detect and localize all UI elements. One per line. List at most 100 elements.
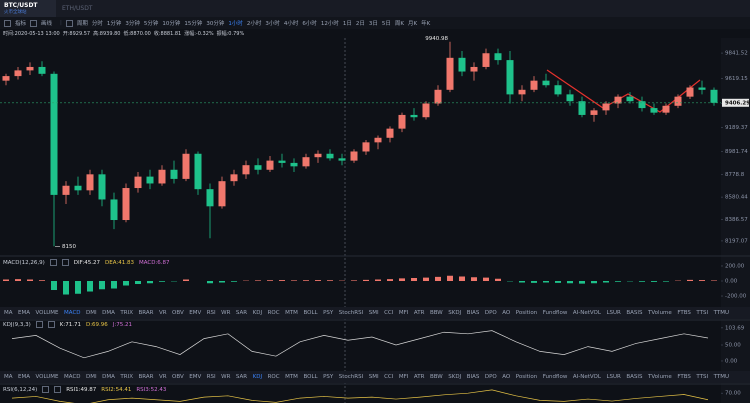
indicator-tab[interactable]: LSUR xyxy=(606,374,621,380)
indicator-tab[interactable]: TRIX xyxy=(120,374,133,380)
indicator-tab[interactable]: VR xyxy=(158,310,167,316)
indicator-tab[interactable]: EMV xyxy=(189,374,202,380)
indicator-tab[interactable]: DMI xyxy=(86,310,97,316)
icon[interactable] xyxy=(42,386,50,393)
period[interactable]: 15分钟 xyxy=(184,21,203,27)
indicator-tab[interactable]: Position xyxy=(515,374,538,380)
indicator-tab[interactable]: MFI xyxy=(398,374,409,380)
indicator-tab[interactable]: Fundflow xyxy=(542,374,568,380)
indicator-tab[interactable]: RSI xyxy=(206,310,216,316)
indicator-tab[interactable]: DMA xyxy=(102,374,115,380)
indicator-tab[interactable]: Position xyxy=(515,310,538,316)
indicator-tab[interactable]: BIAS xyxy=(466,374,480,380)
indicator-tab[interactable]: MA xyxy=(4,374,13,380)
indicator-tab[interactable]: AO xyxy=(502,310,511,316)
indicator-tab[interactable]: SAR xyxy=(235,374,248,380)
period[interactable]: 5日 xyxy=(381,21,391,27)
indicator-tab[interactable]: Fundflow xyxy=(542,310,568,316)
indicator-tab[interactable]: MTM xyxy=(285,374,298,380)
indicator-tab[interactable]: BOLL xyxy=(303,374,318,380)
indicator-tab[interactable]: BRAR xyxy=(138,374,154,380)
period[interactable]: 12小时 xyxy=(320,21,339,27)
indicator-tab[interactable]: TVolume xyxy=(647,374,672,380)
indicator-tab[interactable]: WR xyxy=(221,310,231,316)
indicator-tab[interactable]: WR xyxy=(221,374,231,380)
indicator-tab[interactable]: CCI xyxy=(384,374,394,380)
indicator-tab[interactable]: EMV xyxy=(189,310,202,316)
indicator-tab[interactable]: StochRSI xyxy=(338,374,364,380)
indicator-tab[interactable]: EMA xyxy=(18,374,30,380)
period[interactable]: 3分钟 xyxy=(125,21,140,27)
period[interactable]: 30分钟 xyxy=(206,21,225,27)
indicator-tab[interactable]: SKDJ xyxy=(448,374,462,380)
period[interactable]: 2日 xyxy=(355,21,365,27)
indicator-tab[interactable]: StochRSI xyxy=(338,310,364,316)
indicator-tab[interactable]: RSI xyxy=(206,374,216,380)
indicator-tab[interactable]: SKDJ xyxy=(448,310,462,316)
indicator-tab[interactable]: KDJ xyxy=(252,374,263,380)
indicator-tab[interactable]: MACD xyxy=(64,310,81,316)
indicator-tab[interactable]: DMA xyxy=(102,310,115,316)
indicator-tab[interactable]: AI-NetVOL xyxy=(572,310,601,316)
tab[interactable]: BTC/USDT 火币全球站 xyxy=(0,0,56,17)
icon[interactable] xyxy=(54,386,62,393)
period[interactable]: 月K xyxy=(408,21,418,27)
indicator-tab[interactable]: DPO xyxy=(484,310,497,316)
indicator-tab[interactable]: SMI xyxy=(368,310,379,316)
icon[interactable] xyxy=(35,321,43,328)
indicator-tab[interactable]: AI-NetVOL xyxy=(572,374,601,380)
indicator-tab[interactable]: TTMU xyxy=(713,374,730,380)
indicator-tab[interactable]: VOLUME xyxy=(35,310,59,316)
indicator-tab[interactable]: BIAS xyxy=(466,310,480,316)
indicator-tab[interactable]: FTBS xyxy=(677,374,691,380)
period[interactable]: 6小时 xyxy=(302,21,317,27)
period[interactable]: 分时 xyxy=(91,21,103,27)
indicator-tab[interactable]: TRIX xyxy=(120,310,133,316)
indicator-tab[interactable]: BBW xyxy=(429,310,443,316)
period[interactable]: 2小时 xyxy=(246,21,262,27)
tab[interactable]: ETH/USDT xyxy=(62,5,93,12)
indicator-tab[interactable]: ATR xyxy=(413,310,425,316)
indicator-tab[interactable]: BOLL xyxy=(303,310,318,316)
indicator-tab[interactable]: MA xyxy=(4,310,13,316)
indicator-tab[interactable]: VOLUME xyxy=(35,374,59,380)
indicator-tab[interactable]: MFI xyxy=(398,310,409,316)
indicator-tab[interactable]: BASIS xyxy=(626,374,643,380)
indicator-tab[interactable]: AO xyxy=(502,374,511,380)
indicator-tab[interactable]: OBV xyxy=(172,374,184,380)
period[interactable]: 1分钟 xyxy=(106,21,122,27)
period[interactable]: 年K xyxy=(421,21,431,27)
period[interactable]: 4小时 xyxy=(283,21,299,27)
indicator-tab[interactable]: OBV xyxy=(172,310,184,316)
indicator-tab[interactable]: EMA xyxy=(18,310,30,316)
tool[interactable]: 指标 xyxy=(15,21,27,27)
indicator-tab[interactable]: ROC xyxy=(267,310,280,316)
tool[interactable]: 画线 xyxy=(41,21,53,27)
indicator-tab[interactable]: BBW xyxy=(429,374,443,380)
indicator-tab[interactable]: TTSI xyxy=(696,374,709,380)
indicator-tab[interactable]: TTSI xyxy=(696,310,709,316)
indicator-tab[interactable]: ROC xyxy=(267,374,280,380)
indicator-tab[interactable]: BRAR xyxy=(138,310,154,316)
icon[interactable] xyxy=(49,259,57,266)
indicator-tab[interactable]: PSY xyxy=(323,310,334,316)
period[interactable]: 1小时 xyxy=(228,21,243,27)
icon[interactable] xyxy=(61,259,69,266)
indicator-tab[interactable]: DMI xyxy=(86,374,97,380)
indicator-tab[interactable]: LSUR xyxy=(606,310,621,316)
indicator-tab[interactable]: TVolume xyxy=(647,310,672,316)
indicator-tab[interactable]: SMI xyxy=(368,374,379,380)
icon[interactable] xyxy=(47,321,55,328)
period[interactable]: 10分钟 xyxy=(162,21,181,27)
indicator-tab[interactable]: CCI xyxy=(384,310,394,316)
indicator-tab[interactable]: MTM xyxy=(285,310,298,316)
indicator-tab[interactable]: PSY xyxy=(323,374,334,380)
indicator-tab[interactable]: ATR xyxy=(413,374,425,380)
period[interactable]: 3日 xyxy=(368,21,378,27)
indicator-tab[interactable]: BASIS xyxy=(626,310,643,316)
indicator-tab[interactable]: VR xyxy=(158,374,167,380)
indicator-tab[interactable]: KDJ xyxy=(252,310,263,316)
indicator-tab[interactable]: FTBS xyxy=(677,310,691,316)
period[interactable]: 1日 xyxy=(342,21,352,27)
period[interactable]: 周K xyxy=(394,21,405,27)
